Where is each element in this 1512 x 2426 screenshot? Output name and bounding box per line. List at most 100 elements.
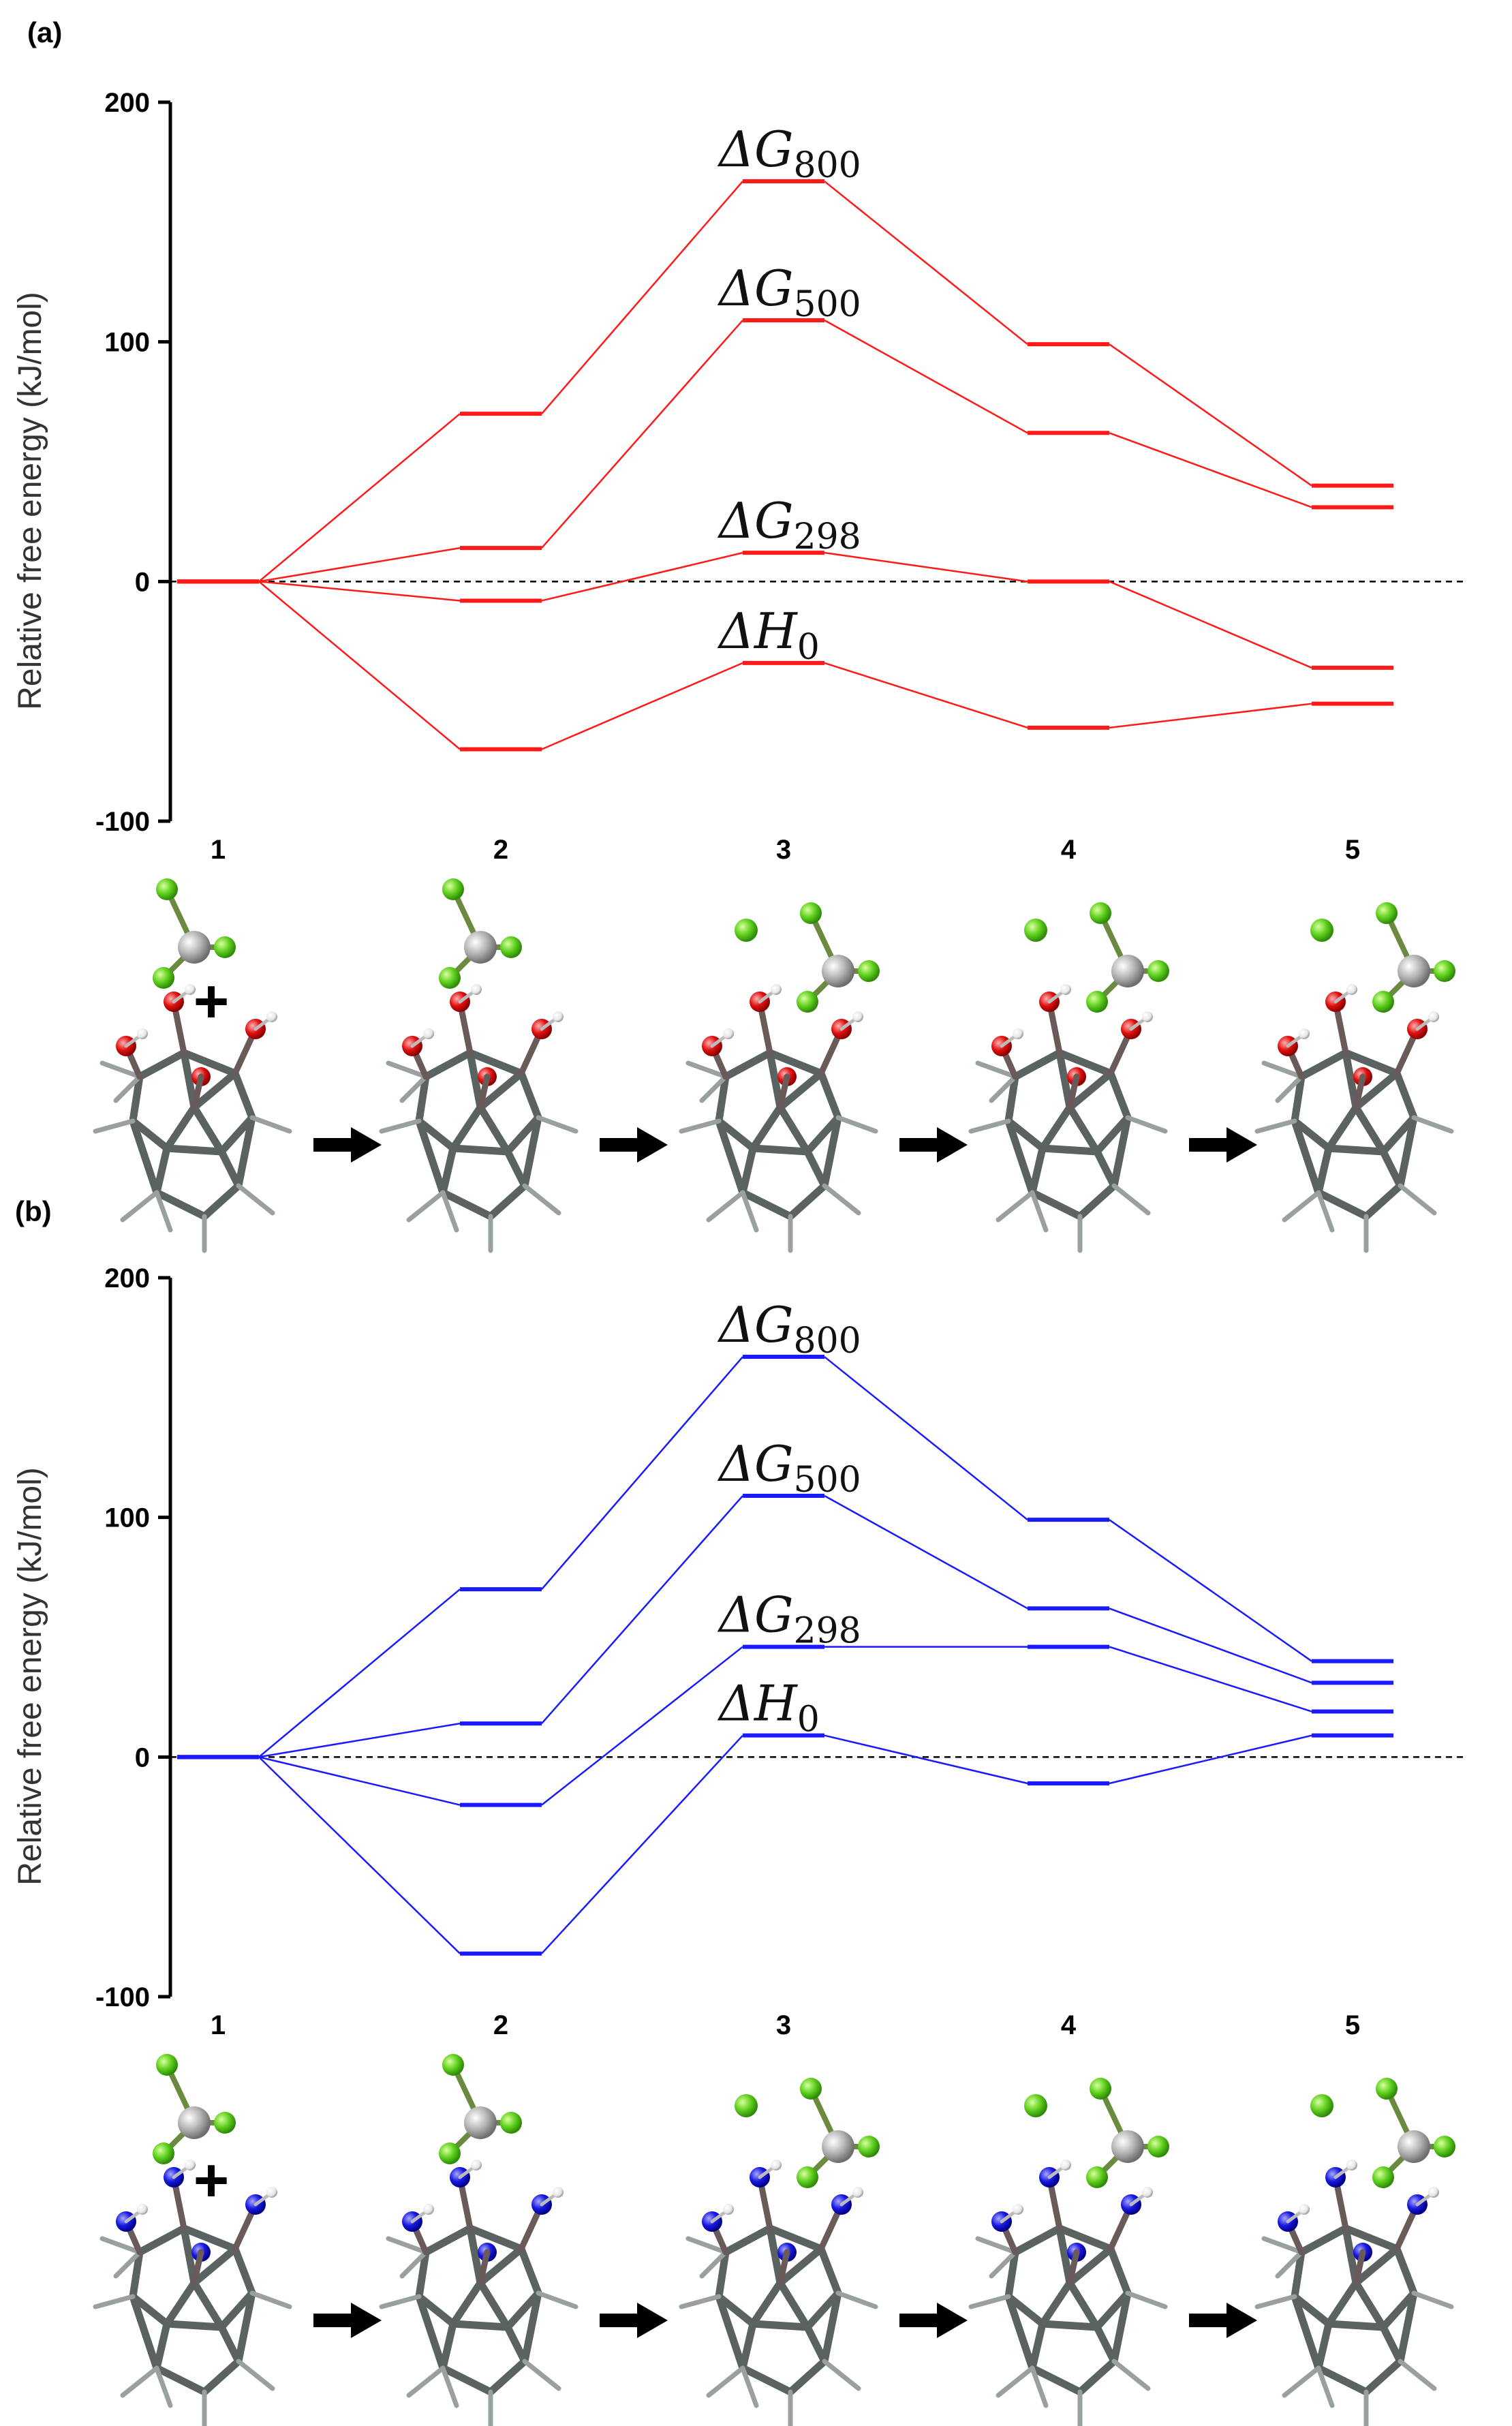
series-label: ΔH0: [717, 1675, 820, 1740]
bond: [1342, 2224, 1360, 2287]
bond: [1325, 2320, 1387, 2331]
bond: [234, 2289, 256, 2365]
bond: [1352, 2245, 1401, 2287]
bond: [685, 1060, 728, 1079]
bond: [191, 1073, 204, 1111]
molecule-5: [1254, 2078, 1455, 2426]
bond: [989, 2250, 1018, 2279]
bond: [1093, 2323, 1118, 2365]
bond: [93, 1118, 136, 1134]
connector-line: [541, 551, 743, 602]
bond: [835, 2290, 878, 2309]
f-atom: [1376, 902, 1398, 924]
bond: [1055, 1049, 1115, 1077]
b-atom: [178, 931, 211, 964]
h-atom: [723, 1028, 734, 1039]
bond: [476, 1069, 525, 1111]
bond: [1107, 1069, 1132, 1122]
bond: [1004, 2292, 1036, 2372]
bond: [180, 1049, 198, 1111]
bond: [236, 2359, 275, 2391]
bond: [1028, 1188, 1084, 1220]
bond: [996, 1190, 1035, 1223]
bond: [1342, 1049, 1401, 1077]
panel-a-label: (a): [27, 16, 62, 48]
bond: [217, 2289, 256, 2331]
connector-line: [1109, 1646, 1312, 1713]
bond: [699, 1074, 728, 1103]
bond: [200, 1182, 243, 1220]
bond: [231, 2245, 256, 2297]
f-atom: [1090, 902, 1111, 924]
bond: [817, 2245, 842, 2297]
molecule-4: [968, 902, 1169, 1253]
bond: [739, 1144, 757, 1197]
y-tick-label: -100: [95, 1982, 150, 2012]
bond: [521, 1114, 542, 1190]
f-atom: [214, 2112, 236, 2134]
bond: [415, 2292, 457, 2328]
bond: [803, 1114, 842, 1156]
h-atom: [471, 2160, 482, 2170]
bond: [715, 1073, 730, 1125]
bond: [975, 1060, 1018, 1079]
bond: [415, 2292, 447, 2372]
bond: [968, 1118, 1011, 1134]
h-atom: [471, 984, 482, 995]
bond: [386, 2236, 429, 2255]
f-atom: [1434, 2136, 1455, 2158]
bond: [1030, 2365, 1049, 2408]
f-atom: [858, 960, 880, 982]
bond: [706, 2365, 745, 2398]
bond: [1325, 1103, 1360, 1152]
bond: [1362, 1182, 1404, 1220]
bond: [1110, 2289, 1132, 2365]
bond: [180, 1049, 239, 1077]
x-category-label: 1: [211, 835, 226, 865]
bond: [415, 2248, 430, 2301]
bond: [129, 2292, 171, 2328]
bond: [153, 2364, 209, 2396]
bond: [1342, 1049, 1360, 1111]
h-atom: [1428, 2187, 1439, 2198]
arrow-head: [937, 2303, 968, 2338]
h-atom: [852, 2187, 863, 2198]
connector-line: [1109, 343, 1312, 487]
bond: [820, 1114, 842, 1190]
series-ΔG800: ΔG800: [177, 1296, 1393, 1760]
connector-line: [824, 1734, 1028, 1785]
bond: [163, 1144, 226, 1156]
bond: [803, 1148, 829, 1190]
bond: [536, 2290, 578, 2309]
bond: [422, 1049, 474, 1081]
molecule-2: [379, 878, 578, 1253]
bond: [439, 1144, 457, 1197]
bond: [154, 1190, 173, 1233]
bond: [822, 1183, 861, 1216]
connector-line: [258, 1756, 461, 1806]
h-atom: [137, 1028, 148, 1039]
f-atom: [858, 2136, 880, 2158]
bond: [1111, 1183, 1151, 1216]
bond: [766, 2224, 784, 2287]
h-atom: [553, 2187, 564, 2198]
series-label: ΔG800: [717, 121, 861, 186]
bond: [1393, 2245, 1418, 2297]
bond: [740, 2365, 759, 2408]
bond: [1275, 1074, 1304, 1103]
bond: [1379, 2289, 1418, 2331]
reaction-scheme-a: [93, 878, 1455, 1253]
series-label: ΔG298: [717, 1586, 861, 1652]
connector-line: [1109, 1519, 1312, 1662]
bond: [1297, 2224, 1350, 2256]
connector-line: [541, 320, 743, 549]
f-atom: [500, 2112, 522, 2134]
bond: [715, 1117, 747, 1197]
bond: [1314, 1188, 1370, 1220]
bond: [1066, 1073, 1080, 1111]
f-atom: [439, 967, 461, 989]
f-atom: [735, 2094, 758, 2117]
bond: [803, 2323, 829, 2365]
bond: [766, 2224, 825, 2253]
